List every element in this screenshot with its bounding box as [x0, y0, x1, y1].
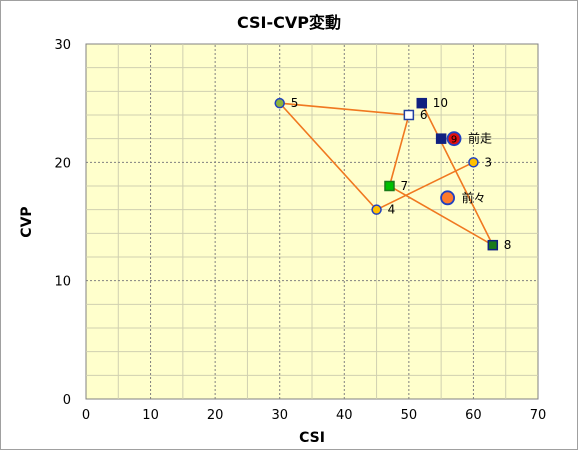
highlight-point: [446, 131, 462, 147]
x-tick-label: 30: [271, 408, 288, 423]
data-point: [371, 204, 382, 215]
data-point: [487, 239, 499, 251]
x-tick-label: 20: [207, 408, 224, 423]
y-axis-title: CVP: [19, 206, 35, 237]
y-tick-label: 10: [54, 275, 71, 290]
point-label: 前走: [468, 131, 492, 146]
point-label: 6: [420, 108, 428, 122]
data-point: [416, 97, 428, 109]
y-tick-label: 30: [54, 38, 71, 53]
data-point: [468, 157, 479, 168]
point-label: 5: [291, 96, 299, 110]
x-tick-label: 70: [530, 408, 547, 423]
point-label: 7: [400, 179, 408, 193]
point-label: 8: [504, 238, 512, 252]
point-label: 4: [388, 203, 396, 217]
x-tick-label: 10: [142, 408, 159, 423]
data-point: [274, 97, 285, 109]
x-tick-label: 40: [336, 408, 353, 423]
x-tick-label: 0: [82, 408, 90, 423]
y-tick-label: 20: [54, 156, 71, 171]
grid-lines: [86, 44, 538, 399]
highlight-point: [435, 133, 447, 144]
chart-title: CSI-CVP変動: [237, 13, 341, 32]
data-point: [403, 109, 415, 121]
y-tick-label: 0: [63, 393, 71, 408]
point-label: 10: [433, 96, 448, 110]
inner-marker-label: 9: [451, 135, 457, 146]
point-label: 前々: [462, 190, 486, 205]
data-point: [384, 180, 395, 192]
x-axis-title: CSI: [299, 430, 325, 446]
axis-ticks: 0 10 20 30 40 50 60 70 0 10 20 30: [54, 38, 546, 423]
highlight-point: [440, 190, 456, 206]
x-tick-label: 50: [401, 408, 418, 423]
point-label: 3: [484, 155, 492, 169]
x-tick-label: 60: [465, 408, 482, 423]
